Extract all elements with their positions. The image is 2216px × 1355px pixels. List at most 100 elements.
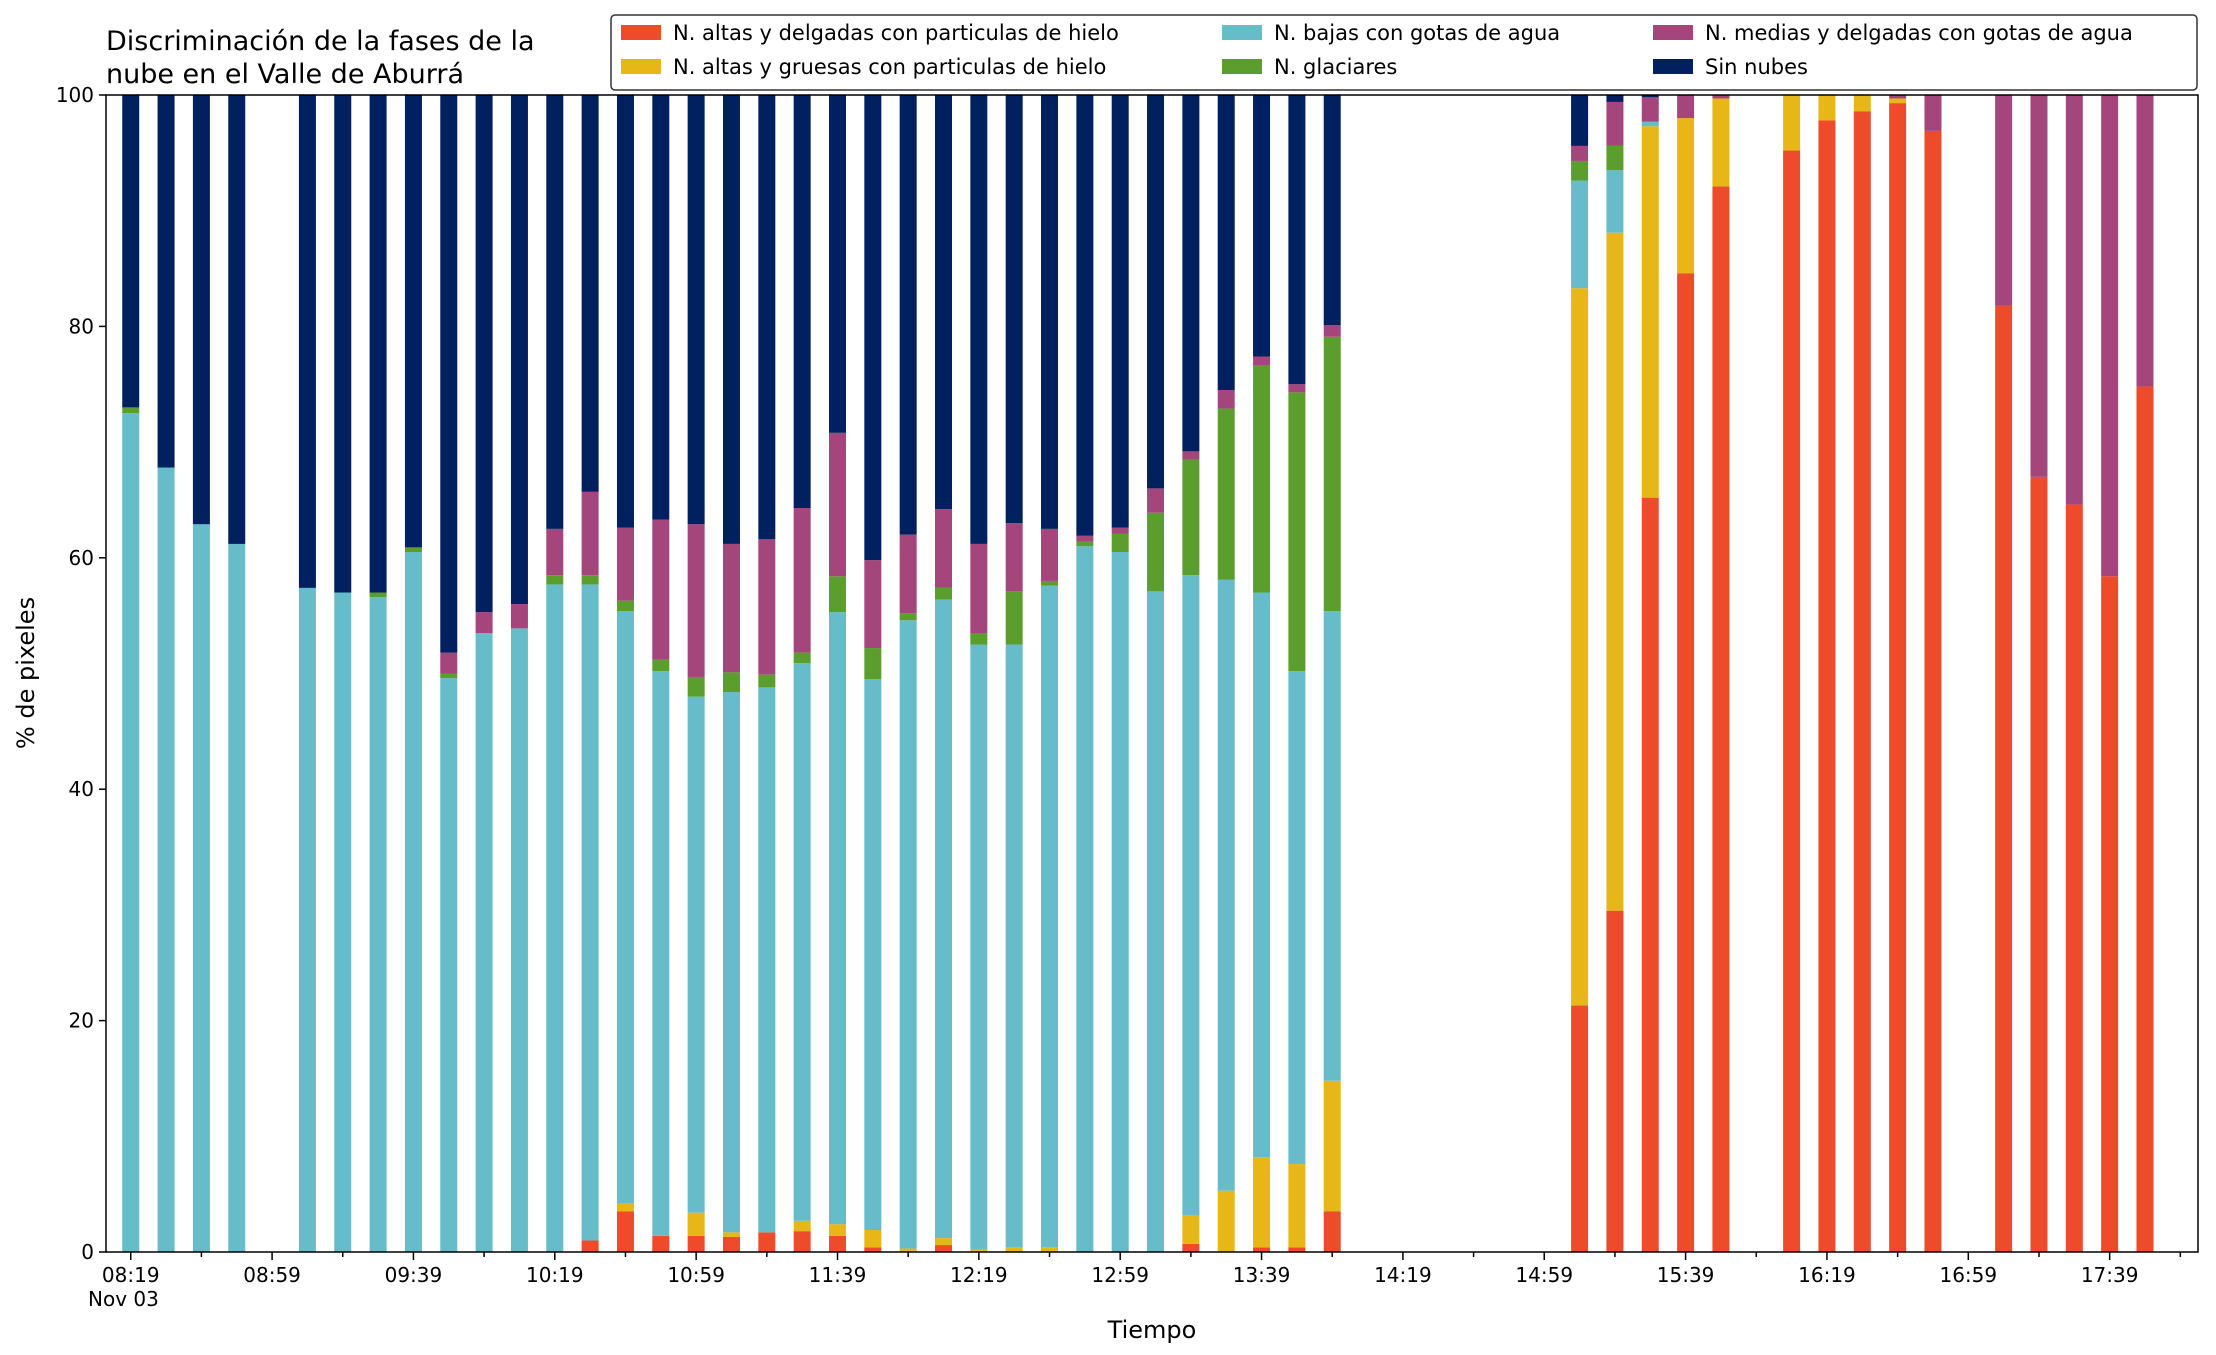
bar-segment-1329-series-3 <box>1217 408 1235 580</box>
bar-segment-1509-series-1 <box>1571 288 1589 1006</box>
bar-segment-1509-series-0 <box>1571 1005 1589 1252</box>
bar-segment-1229-series-1 <box>1005 1247 1023 1252</box>
bar-segment-1349-series-4 <box>1288 384 1306 393</box>
bar-segment-1129-series-4 <box>793 508 811 653</box>
bar-segment-0949-series-4 <box>440 652 458 674</box>
bar-segment-1059-series-0 <box>687 1235 705 1252</box>
bar-segment-1109-series-5 <box>722 95 740 544</box>
bar-segment-1219-series-1 <box>970 1249 988 1252</box>
bar-segment-1149-series-1 <box>864 1230 882 1248</box>
bar-segment-1059-series-4 <box>687 524 705 677</box>
bar-segment-0819-series-3 <box>122 407 140 414</box>
bar-segment-1119-series-4 <box>758 539 776 675</box>
bar-segment-1649-series-4 <box>1924 95 1942 131</box>
legend-label: N. altas y gruesas con particulas de hie… <box>673 55 1106 79</box>
bar-segment-1319-series-4 <box>1182 451 1200 460</box>
bar-segment-1059-series-5 <box>687 95 705 525</box>
bar-segment-1359-series-0 <box>1323 1211 1341 1252</box>
bar-segment-1149-series-2 <box>864 679 882 1231</box>
bar-segment-1329-series-5 <box>1217 95 1235 391</box>
legend-label: N. glaciares <box>1274 55 1397 79</box>
bar-segment-1349-series-3 <box>1288 392 1306 672</box>
bar-segment-1509-series-3 <box>1571 160 1589 181</box>
bar-segment-1549-series-4 <box>1712 95 1730 99</box>
x-tick-label: 10:59 <box>667 1263 725 1287</box>
bar-segment-1039-series-3 <box>616 600 634 612</box>
x-tick-label: 15:39 <box>1657 1263 1715 1287</box>
bar-segment-1049-series-4 <box>652 519 670 660</box>
bar-segment-1539-series-1 <box>1677 118 1695 274</box>
bar-segment-1059-series-2 <box>687 696 705 1213</box>
bar-segment-1719-series-0 <box>2030 476 2048 1252</box>
bar-segment-1719-series-4 <box>2030 95 2048 477</box>
y-tick-label: 60 <box>69 546 94 570</box>
bar-segment-1229-series-4 <box>1005 523 1023 592</box>
bar-segment-1239-series-4 <box>1041 528 1059 581</box>
bar-segment-1039-series-1 <box>616 1203 634 1212</box>
bar-segment-0959-series-2 <box>475 633 493 1252</box>
bar-segment-1129-series-5 <box>793 95 811 509</box>
bar-segment-1059-series-3 <box>687 676 705 697</box>
x-tick-label: 14:59 <box>1515 1263 1573 1287</box>
bar-segment-1209-series-2 <box>935 599 953 1239</box>
bar-segment-1139-series-5 <box>828 95 846 433</box>
bar-segment-1159-series-5 <box>899 95 917 535</box>
bar-segment-1619-series-1 <box>1818 95 1836 121</box>
bar-segment-1029-series-5 <box>581 95 599 492</box>
bar-segment-1259-series-3 <box>1111 533 1129 553</box>
bar-segment-0929-series-3 <box>369 592 387 598</box>
legend-swatch <box>1222 25 1262 40</box>
bar-segment-1339-series-2 <box>1253 592 1271 1158</box>
bar-segment-1209-series-4 <box>935 509 953 588</box>
bar-segment-0909-series-2 <box>298 587 316 1252</box>
bar-segment-1109-series-4 <box>722 543 740 673</box>
legend-label: N. bajas con gotas de agua <box>1274 21 1560 45</box>
bar-segment-1019-series-4 <box>546 528 564 576</box>
bar-segment-1119-series-0 <box>758 1232 776 1252</box>
chart-title-line-1: Discriminación de la fases de la <box>106 26 535 57</box>
bar-segment-1259-series-2 <box>1111 552 1129 1252</box>
bar-segment-1219-series-2 <box>970 644 988 1250</box>
bar-segment-1529-series-4 <box>1641 97 1659 122</box>
bar-segment-1139-series-1 <box>828 1224 846 1236</box>
bar-segment-1529-series-1 <box>1641 126 1659 498</box>
bar-segment-1259-series-5 <box>1111 95 1129 528</box>
bar-segment-1039-series-4 <box>616 527 634 601</box>
bar-segment-1109-series-2 <box>722 692 740 1233</box>
bar-segment-1139-series-3 <box>828 576 846 613</box>
bar-segment-1139-series-0 <box>828 1235 846 1252</box>
bar-segment-1209-series-3 <box>935 587 953 600</box>
bar-segment-1639-series-0 <box>1889 103 1907 1253</box>
legend: N. altas y delgadas con particulas de hi… <box>610 14 2198 91</box>
bar-segment-1649-series-0 <box>1924 130 1942 1252</box>
bar-segment-0919-series-5 <box>334 95 352 593</box>
bar-segment-0929-series-5 <box>369 95 387 593</box>
plot-frame <box>105 94 2199 1253</box>
bar-segment-1129-series-0 <box>793 1231 811 1252</box>
bar-segment-0829-series-2 <box>157 467 175 1252</box>
bar-segment-1109-series-0 <box>722 1236 740 1252</box>
bar-segment-1619-series-0 <box>1818 120 1836 1253</box>
bar-segment-1119-series-2 <box>758 687 776 1233</box>
bar-segment-1149-series-5 <box>864 95 882 561</box>
bar-segment-1049-series-2 <box>652 671 670 1236</box>
bar-segment-1039-series-0 <box>616 1211 634 1252</box>
x-tick-label: 13:39 <box>1233 1263 1291 1287</box>
bar-segment-1249-series-3 <box>1076 541 1094 547</box>
bar-segment-0849-series-5 <box>228 95 246 544</box>
bar-segment-1209-series-1 <box>935 1238 953 1246</box>
x-tick-label: 08:59 <box>243 1263 301 1287</box>
bar-segment-0949-series-3 <box>440 673 458 679</box>
bar-segment-1329-series-1 <box>1217 1190 1235 1252</box>
bar-segment-1729-series-4 <box>2065 95 2083 505</box>
bar-segment-1729-series-0 <box>2065 504 2083 1253</box>
bar-segment-1749-series-0 <box>2136 386 2154 1252</box>
bar-segment-1239-series-2 <box>1041 585 1059 1248</box>
bar-segment-1349-series-1 <box>1288 1164 1306 1248</box>
bar-segment-1339-series-5 <box>1253 95 1271 357</box>
x-tick-label: 16:19 <box>1798 1263 1856 1287</box>
y-axis-label: % de pixeles <box>12 597 40 749</box>
bar-segment-0839-series-2 <box>192 524 210 1252</box>
bar-segment-1549-series-1 <box>1712 98 1730 187</box>
bars-layer <box>122 95 2154 1253</box>
